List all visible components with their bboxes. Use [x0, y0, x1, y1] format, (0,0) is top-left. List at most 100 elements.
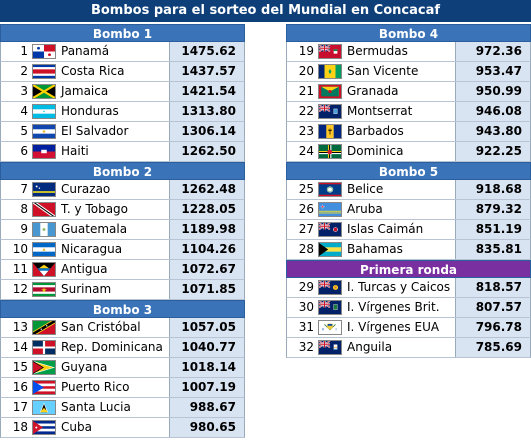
antigua-flag-icon	[31, 260, 57, 279]
fifa-points: 946.08	[455, 102, 530, 121]
puerto-rico-flag-icon	[31, 378, 57, 397]
fifa-points: 918.68	[455, 180, 530, 199]
rank-number: 6	[20, 144, 28, 158]
rank-number: 28	[298, 242, 314, 256]
rank-number: 14	[12, 340, 28, 354]
fifa-points: 1437.57	[169, 62, 244, 81]
country-name: Panamá	[61, 44, 110, 58]
country-name: Aruba	[347, 202, 383, 216]
rank-number: 2	[20, 64, 28, 78]
country-name: Guatemala	[61, 222, 128, 236]
table-row: 29 I. Turcas y Caicos 818.57	[286, 278, 531, 298]
rank-number: 26	[298, 202, 314, 216]
rank-number: 12	[12, 282, 28, 296]
fifa-points: 1040.77	[169, 338, 244, 357]
granada-flag-icon	[317, 82, 343, 101]
table-row: 18 Cuba 980.65	[0, 418, 245, 438]
group-header-bombo-3: Bombo 3	[0, 300, 245, 318]
country-name: Anguila	[347, 340, 393, 354]
table-row: 3 Jamaica 1421.54	[0, 82, 245, 102]
rank-number: 32	[298, 340, 314, 354]
aruba-flag-icon	[317, 200, 343, 219]
country-name: I. Turcas y Caicos	[347, 280, 451, 294]
table-row: 21 Granada 950.99	[286, 82, 531, 102]
country-name: Dominica	[347, 144, 404, 158]
rank-number: 21	[298, 84, 314, 98]
country-name: San Vicente	[347, 64, 419, 78]
fifa-points: 796.78	[455, 318, 530, 337]
barbados-flag-icon	[317, 122, 343, 141]
table-row: 13 San Cristóbal 1057.05	[0, 318, 245, 338]
san-cristobal-flag-icon	[31, 318, 57, 337]
fifa-points: 950.99	[455, 82, 530, 101]
country-name: Nicaragua	[61, 242, 123, 256]
fifa-points: 1057.05	[169, 318, 244, 337]
table-row: 7 Curazao 1262.48	[0, 180, 245, 200]
rank-number: 20	[298, 64, 314, 78]
rank-number: 30	[298, 300, 314, 314]
table-row: 30 I. Vírgenes Brit. 807.57	[286, 298, 531, 318]
fifa-points: 972.36	[455, 42, 530, 61]
trinidad-tobago-flag-icon	[31, 200, 57, 219]
fifa-points: 1189.98	[169, 220, 244, 239]
fifa-points: 1104.26	[169, 240, 244, 259]
rank-number: 4	[20, 104, 28, 118]
table-row: 27 Islas Caimán 851.19	[286, 220, 531, 240]
table-row: 10 Nicaragua 1104.26	[0, 240, 245, 260]
rank-number: 3	[20, 84, 28, 98]
fifa-points: 943.80	[455, 122, 530, 141]
rank-number: 17	[12, 400, 28, 414]
table-row: 17 Santa Lucia 988.67	[0, 398, 245, 418]
fifa-points: 879.32	[455, 200, 530, 219]
table-row: 1 Panamá 1475.62	[0, 42, 245, 62]
el-salvador-flag-icon	[31, 122, 57, 141]
panama-flag-icon	[31, 42, 57, 61]
table-row: 5 El Salvador 1306.14	[0, 122, 245, 142]
fifa-points: 953.47	[455, 62, 530, 81]
right-column: Bombo 4 19 Bermudas 972.36 20 San Vicente 953.…	[286, 24, 531, 358]
table-row: 32 Anguila 785.69	[286, 338, 531, 358]
rank-number: 9	[20, 222, 28, 236]
belice-flag-icon	[317, 180, 343, 199]
san-vicente-flag-icon	[317, 62, 343, 81]
table-row: 20 San Vicente 953.47	[286, 62, 531, 82]
country-name: Curazao	[61, 182, 111, 196]
turcas-caicos-flag-icon	[317, 278, 343, 297]
country-name: T. y Tobago	[61, 202, 129, 216]
table-row: 4 Honduras 1313.80	[0, 102, 245, 122]
montserrat-flag-icon	[317, 102, 343, 121]
group-header-bombo-1: Bombo 1	[0, 24, 245, 42]
table-row: 8 T. y Tobago 1228.05	[0, 200, 245, 220]
country-name: Santa Lucia	[61, 400, 131, 414]
country-name: El Salvador	[61, 124, 129, 138]
country-name: San Cristóbal	[61, 320, 141, 334]
table-row: 14 Rep. Dominicana 1040.77	[0, 338, 245, 358]
fifa-points: 1072.67	[169, 260, 244, 279]
group-header-bombo-4: Bombo 4	[286, 24, 531, 42]
rank-number: 5	[20, 124, 28, 138]
fifa-points: 1071.85	[169, 280, 244, 299]
fifa-points: 1262.50	[169, 142, 244, 161]
rank-number: 19	[298, 44, 314, 58]
country-name: Haiti	[61, 144, 89, 158]
svg-text:I: I	[336, 328, 337, 332]
country-name: Montserrat	[347, 104, 413, 118]
haiti-flag-icon	[31, 142, 57, 161]
table-row: 16 Puerto Rico 1007.19	[0, 378, 245, 398]
fifa-points: 1007.19	[169, 378, 244, 397]
fifa-points: 1262.48	[169, 180, 244, 199]
country-name: Bahamas	[347, 242, 403, 256]
table-row: 12 Surinam 1071.85	[0, 280, 245, 300]
rank-number: 16	[12, 380, 28, 394]
rank-number: 13	[12, 320, 28, 334]
left-column: Bombo 1 1 Panamá 1475.62 2 Costa Rica 1437.57 3…	[0, 24, 245, 438]
rank-number: 29	[298, 280, 314, 294]
fifa-points: 1018.14	[169, 358, 244, 377]
fifa-points: 988.67	[169, 398, 244, 417]
country-name: Jamaica	[61, 84, 109, 98]
fifa-points: 851.19	[455, 220, 530, 239]
table-row: 31 V I I. Vírgenes EUA 796.78	[286, 318, 531, 338]
table-row: 15 Guyana 1018.14	[0, 358, 245, 378]
anguila-flag-icon	[317, 338, 343, 357]
fifa-points: 1475.62	[169, 42, 244, 61]
